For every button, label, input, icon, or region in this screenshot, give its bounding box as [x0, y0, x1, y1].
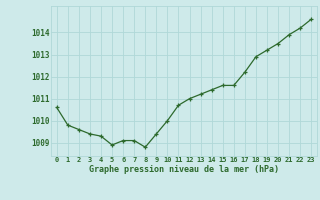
X-axis label: Graphe pression niveau de la mer (hPa): Graphe pression niveau de la mer (hPa): [89, 165, 279, 174]
